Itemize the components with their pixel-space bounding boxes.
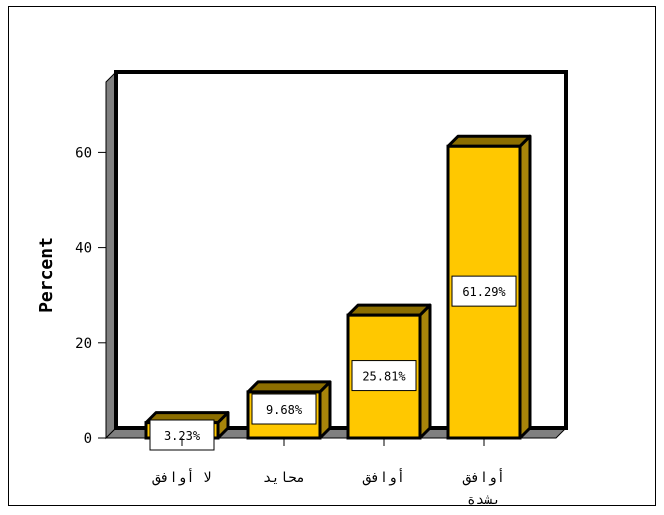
data-label: 25.81% — [362, 370, 406, 384]
x-tick-label: لا أوافق — [151, 468, 211, 486]
y-ticks: 0 20 40 60 — [75, 145, 106, 447]
y-axis-label: Percent — [36, 237, 57, 313]
y-tick-label: 40 — [75, 241, 92, 257]
x-labels: لا أوافق محايد أوافق أوافق بشدة — [151, 438, 505, 508]
data-label-box — [351, 360, 417, 392]
data-label: 3.23% — [164, 429, 201, 443]
data-label-box — [451, 275, 517, 307]
data-label-box — [251, 393, 317, 425]
y-tick-label: 20 — [75, 336, 92, 352]
bars: 3.23% 9.68% 25.81% 61.29% — [144, 134, 532, 451]
y-tick-label: 0 — [84, 431, 92, 447]
data-label: 61.29% — [462, 285, 506, 299]
x-tick-label: بشدة — [467, 492, 501, 508]
x-tick-label: أوافق — [362, 468, 405, 486]
y-tick-label: 60 — [75, 145, 92, 161]
data-label: 9.68% — [266, 403, 303, 417]
x-tick-label: محايد — [263, 470, 305, 486]
x-tick-label: أوافق — [462, 468, 505, 486]
